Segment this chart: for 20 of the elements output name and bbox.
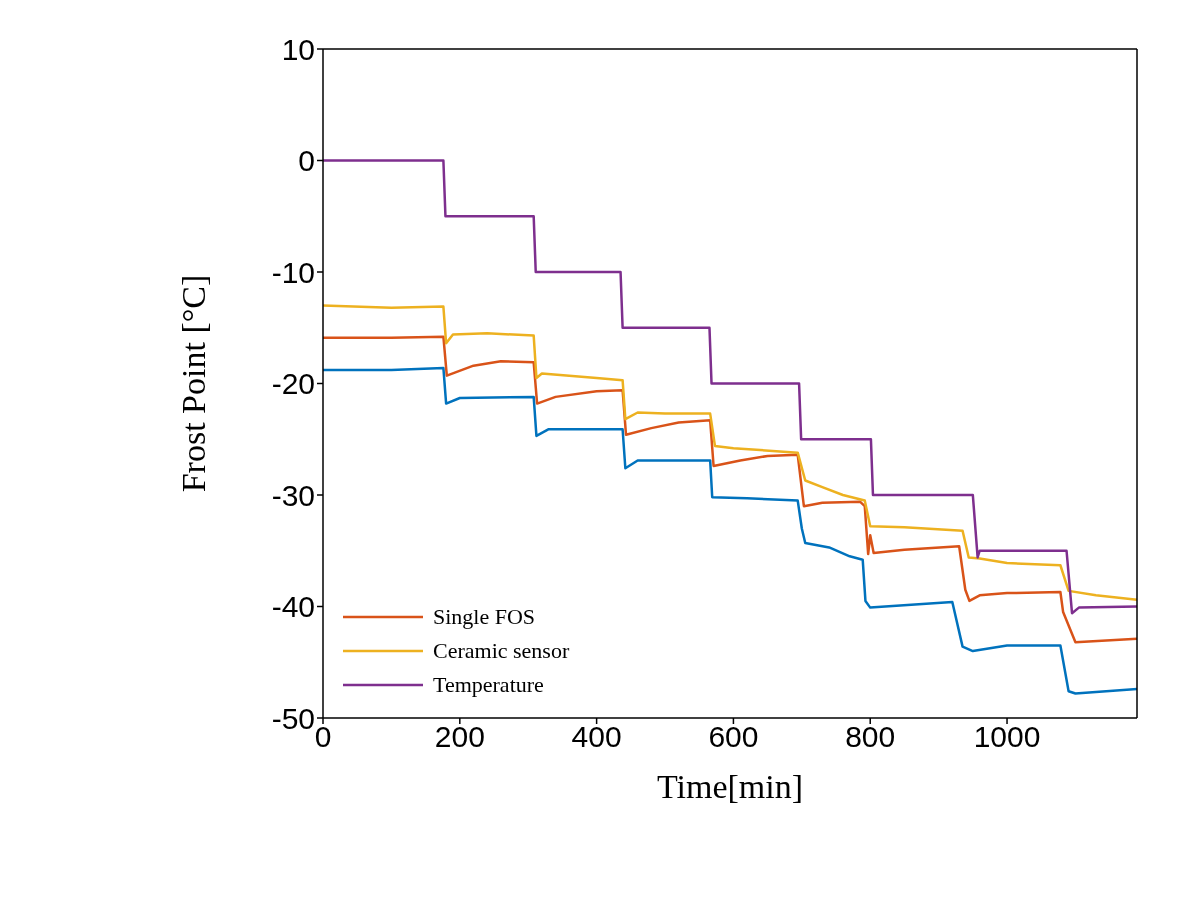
y-tick-label: -20 [271, 367, 315, 401]
line-series [323, 366, 1137, 695]
line-series [323, 304, 1137, 602]
x-axis-title: Time[min] [656, 768, 804, 805]
y-tick-label: 10 [281, 32, 315, 66]
x-tick-label: 800 [845, 720, 896, 754]
y-tick-label: -10 [271, 255, 315, 289]
x-tick-label: 400 [571, 720, 622, 754]
x-tick-label: 1000 [973, 720, 1041, 754]
y-tick-label: -40 [271, 590, 315, 624]
x-tick-label: 600 [708, 720, 759, 754]
legend-label: Ceramic sensor [433, 638, 570, 664]
y-tick-label: 0 [298, 144, 315, 178]
y-axis-title: Frost Point [°C] [175, 274, 213, 493]
line-series [323, 335, 1137, 644]
legend-label: Single FOS [433, 604, 536, 630]
x-tick-label: 200 [434, 720, 485, 754]
legend-label: Temperature [433, 672, 544, 698]
y-tick-label: -30 [271, 478, 315, 512]
y-tick-label: -50 [271, 701, 315, 735]
